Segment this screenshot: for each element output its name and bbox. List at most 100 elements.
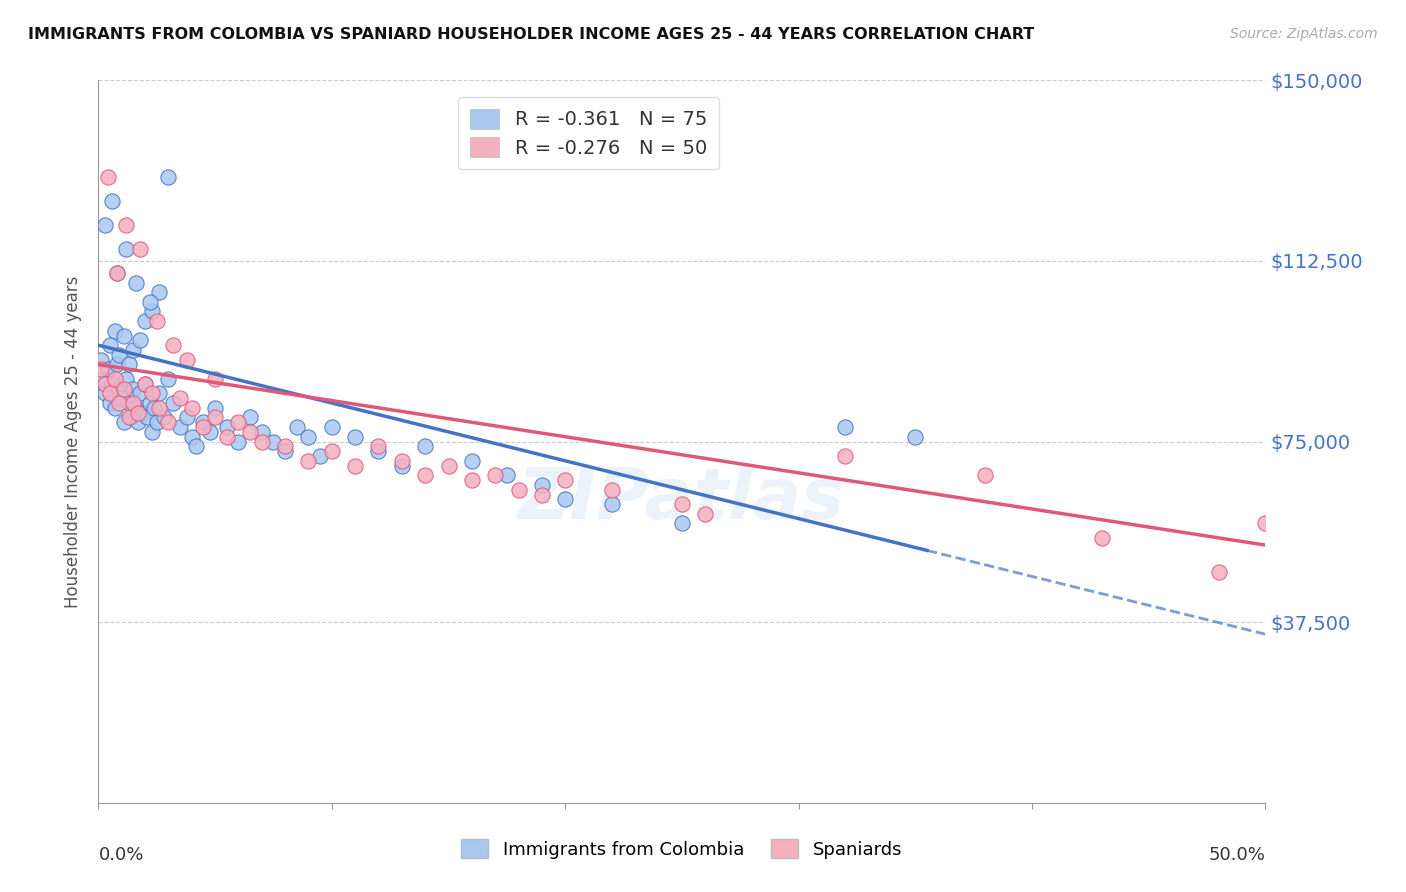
Point: [671, 516, 693, 531]
Point: [125, 401, 148, 415]
Point: [108, 382, 131, 396]
Point: [530, 487, 553, 501]
Point: [115, 372, 138, 386]
Point: [94, 376, 117, 391]
Point: [112, 382, 135, 396]
Point: [413, 439, 436, 453]
Point: [600, 483, 623, 497]
Point: [129, 386, 152, 401]
Point: [118, 358, 141, 372]
Point: [1091, 531, 1114, 545]
Point: [391, 454, 413, 468]
Point: [169, 391, 191, 405]
Point: [141, 386, 163, 401]
Point: [104, 324, 127, 338]
Point: [600, 497, 623, 511]
Text: 50.0%: 50.0%: [1209, 847, 1265, 864]
Point: [148, 386, 170, 401]
Point: [120, 410, 142, 425]
Point: [127, 406, 149, 420]
Point: [554, 492, 576, 507]
Point: [105, 358, 128, 372]
Point: [200, 425, 222, 439]
Point: [115, 242, 138, 256]
Point: [974, 468, 997, 483]
Point: [134, 314, 156, 328]
Point: [344, 458, 367, 473]
Point: [193, 420, 215, 434]
Point: [204, 401, 226, 415]
Point: [176, 410, 198, 425]
Point: [112, 328, 135, 343]
Point: [180, 401, 202, 415]
Point: [148, 401, 170, 415]
Point: [484, 468, 506, 483]
Point: [91, 372, 114, 386]
Point: [297, 454, 319, 468]
Point: [101, 194, 124, 208]
Point: [496, 468, 519, 483]
Point: [118, 410, 141, 425]
Text: 0.0%: 0.0%: [98, 847, 143, 864]
Point: [127, 415, 149, 429]
Text: IMMIGRANTS FROM COLOMBIA VS SPANIARD HOUSEHOLDER INCOME AGES 25 - 44 YEARS CORRE: IMMIGRANTS FROM COLOMBIA VS SPANIARD HOU…: [28, 27, 1035, 42]
Point: [239, 410, 262, 425]
Point: [671, 497, 693, 511]
Point: [274, 444, 297, 458]
Point: [344, 430, 367, 444]
Point: [262, 434, 284, 449]
Point: [115, 218, 138, 232]
Point: [136, 410, 159, 425]
Point: [321, 420, 343, 434]
Point: [129, 242, 152, 256]
Point: [309, 449, 332, 463]
Point: [118, 396, 141, 410]
Point: [122, 343, 145, 357]
Point: [104, 401, 127, 415]
Point: [108, 348, 131, 362]
Point: [169, 420, 191, 434]
Point: [695, 507, 717, 521]
Point: [162, 338, 184, 352]
Point: [1254, 516, 1277, 531]
Point: [239, 425, 262, 439]
Point: [321, 444, 343, 458]
Point: [146, 314, 169, 328]
Point: [104, 372, 127, 386]
Point: [413, 468, 436, 483]
Point: [141, 304, 163, 318]
Point: [1208, 565, 1230, 579]
Point: [112, 415, 135, 429]
Point: [134, 376, 156, 391]
Point: [94, 218, 117, 232]
Point: [157, 169, 180, 184]
Point: [461, 454, 484, 468]
Point: [143, 401, 166, 415]
Y-axis label: Householder Income Ages 25 - 44 years: Householder Income Ages 25 - 44 years: [65, 276, 83, 607]
Point: [391, 458, 413, 473]
Point: [204, 410, 226, 425]
Text: Source: ZipAtlas.com: Source: ZipAtlas.com: [1230, 27, 1378, 41]
Point: [285, 420, 308, 434]
Point: [274, 439, 297, 453]
Point: [139, 396, 162, 410]
Point: [157, 415, 180, 429]
Point: [530, 478, 553, 492]
Point: [146, 415, 169, 429]
Point: [108, 396, 131, 410]
Point: [125, 276, 148, 290]
Point: [122, 382, 145, 396]
Point: [105, 266, 128, 280]
Point: [129, 334, 152, 348]
Point: [94, 386, 117, 401]
Point: [250, 425, 273, 439]
Point: [98, 338, 121, 352]
Point: [162, 396, 184, 410]
Point: [297, 430, 319, 444]
Point: [554, 473, 576, 487]
Point: [90, 352, 112, 367]
Point: [148, 285, 170, 300]
Point: [193, 415, 215, 429]
Point: [152, 410, 174, 425]
Point: [228, 415, 250, 429]
